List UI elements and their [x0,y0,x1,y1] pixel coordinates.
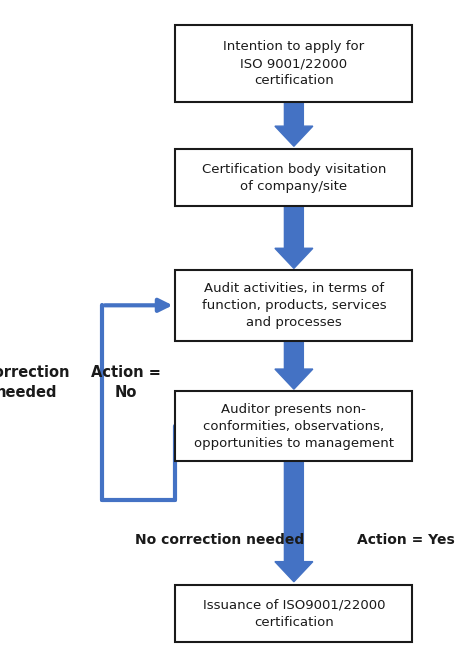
Text: Audit activities, in terms of
function, products, services
and processes: Audit activities, in terms of function, … [201,282,386,329]
Text: Certification body visitation
of company/site: Certification body visitation of company… [202,163,386,193]
FancyBboxPatch shape [175,270,412,340]
Text: Correction
needed: Correction needed [0,365,69,400]
Polygon shape [275,207,313,268]
Polygon shape [275,103,313,146]
FancyBboxPatch shape [175,391,412,462]
Polygon shape [275,341,313,389]
FancyBboxPatch shape [175,150,412,207]
FancyBboxPatch shape [175,585,412,643]
Text: Auditor presents non-
conformities, observations,
opportunities to management: Auditor presents non- conformities, obse… [194,403,394,450]
Text: Intention to apply for
ISO 9001/22000
certification: Intention to apply for ISO 9001/22000 ce… [223,40,365,87]
Text: Action = Yes: Action = Yes [357,533,455,547]
Text: No correction needed: No correction needed [135,533,304,547]
Text: Issuance of ISO9001/22000
certification: Issuance of ISO9001/22000 certification [202,599,385,629]
Text: Action =
No: Action = No [91,365,161,400]
FancyBboxPatch shape [175,25,412,102]
Polygon shape [275,462,313,582]
